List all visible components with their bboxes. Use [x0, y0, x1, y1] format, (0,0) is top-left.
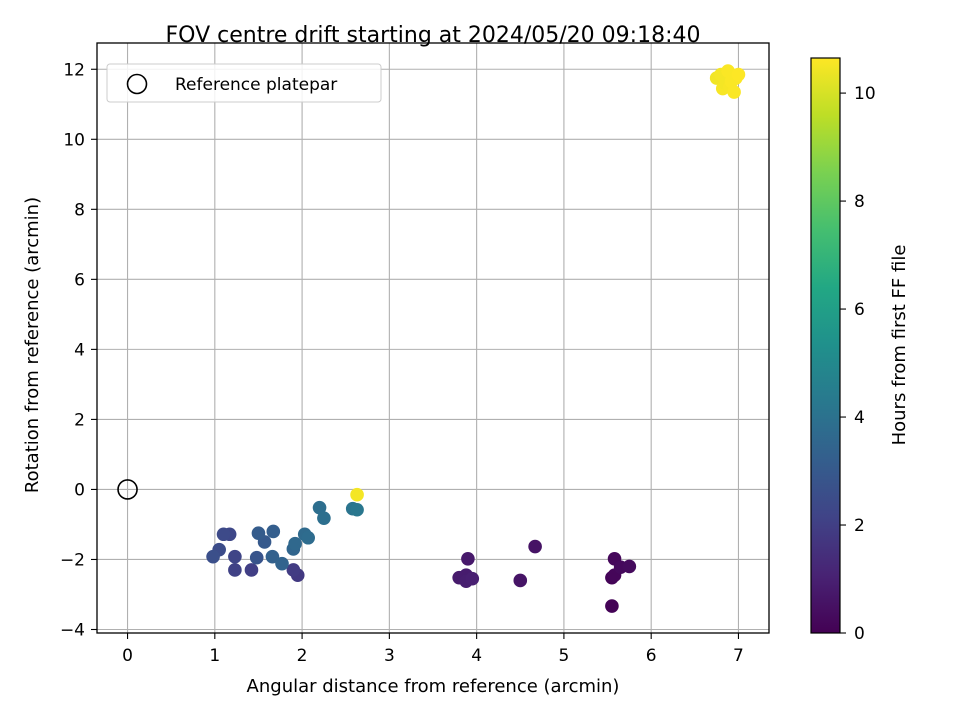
legend-label: Reference platepar [175, 75, 337, 95]
scatter-point [461, 551, 475, 566]
scatter-point [317, 511, 331, 525]
colorbar-tick-label: 4 [854, 408, 865, 428]
scatter-point [622, 559, 637, 574]
scatter-point [249, 550, 264, 565]
colorbar-tick-label: 6 [854, 300, 865, 320]
scatter-point [288, 536, 302, 551]
colorbar-tick-label: 10 [854, 84, 876, 104]
colorbar-gradient [811, 58, 840, 633]
scatter-point [228, 563, 242, 577]
colorbar-label: Hours from first FF file [889, 245, 910, 446]
scatter-point [350, 502, 364, 517]
y-tick-label: 2 [74, 410, 85, 430]
scatter-point [731, 67, 746, 82]
y-axis-label: Rotation from reference (arcmin) [22, 197, 43, 493]
legend-marker-icon [126, 73, 148, 95]
colorbar-tick-label: 2 [854, 516, 865, 536]
x-tick-label: 6 [646, 646, 657, 666]
y-tick-label: 6 [74, 270, 85, 290]
reference-platepar-marker [117, 479, 138, 500]
scatter-point [266, 524, 281, 539]
x-tick-label: 5 [558, 646, 569, 666]
plot-frame [96, 42, 770, 634]
scatter-point [528, 539, 542, 554]
y-tick-label: 4 [74, 340, 85, 360]
colorbar-ticks: 0 2 4 6 8 10 [840, 84, 876, 644]
data-points [206, 64, 746, 613]
x-tick-label: 0 [122, 646, 133, 666]
y-tick-label: −4 [60, 620, 85, 640]
scatter-point [251, 526, 266, 541]
scatter-point [301, 530, 316, 545]
scatter-point [286, 563, 301, 577]
y-tick-label: 12 [63, 60, 85, 80]
scatter-point [244, 563, 259, 577]
x-tick-label: 7 [733, 646, 744, 666]
x-tick-label: 3 [384, 646, 395, 666]
y-tick-label: −2 [60, 550, 85, 570]
colorbar-frame [810, 57, 841, 634]
scatter-point [206, 549, 220, 564]
scatter-point [228, 549, 242, 564]
scatter-point [275, 556, 289, 571]
colorbar: 0 2 4 6 8 10 Hours from first FF file [810, 57, 910, 644]
y-tick-label: 10 [63, 130, 85, 150]
x-axis-label: Angular distance from reference (arcmin) [247, 676, 620, 697]
x-tick-label: 2 [297, 646, 308, 666]
scatter-point [513, 573, 528, 588]
colorbar-tick-label: 0 [854, 624, 865, 644]
y-tick-label: 0 [74, 480, 85, 500]
chart-title: FOV centre drift starting at 2024/05/20 … [166, 23, 701, 48]
x-tick-label: 1 [209, 646, 220, 666]
scatter-point [350, 487, 364, 502]
scatter-point [727, 85, 741, 99]
legend: Reference platepar [106, 63, 382, 103]
scatter-point [605, 599, 619, 613]
scatter-point [312, 500, 327, 515]
y-tick-label: 8 [74, 200, 85, 220]
x-tick-label: 4 [471, 646, 482, 666]
scatter-point [265, 549, 280, 564]
colorbar-tick-label: 8 [854, 192, 865, 212]
legend-box [106, 63, 382, 103]
scatter-point [465, 571, 480, 586]
grid [97, 43, 769, 633]
scatter-point [216, 527, 231, 542]
